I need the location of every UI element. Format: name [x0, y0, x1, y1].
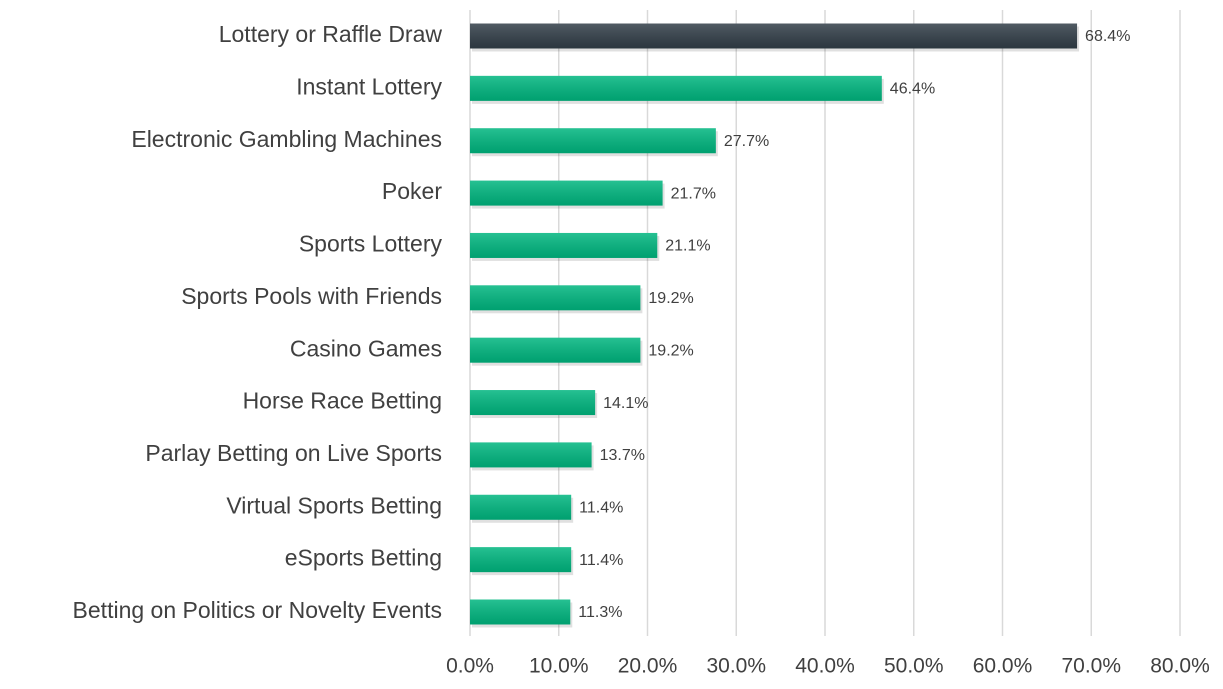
x-tick-label: 10.0% — [529, 655, 589, 678]
x-tick-label: 60.0% — [973, 655, 1033, 678]
data-label: 68.4% — [1085, 28, 1130, 45]
x-tick-label: 80.0% — [1150, 655, 1210, 678]
bar-shade — [470, 442, 592, 468]
data-label: 11.4% — [579, 499, 623, 516]
data-label: 21.7% — [671, 185, 716, 202]
data-label: 14.1% — [603, 395, 648, 412]
y-tick-label: Horse Race Betting — [243, 388, 442, 414]
y-tick-label: Sports Lottery — [299, 231, 443, 257]
y-tick-label: Sports Pools with Friends — [181, 283, 442, 309]
data-label: 27.7% — [724, 133, 769, 150]
y-tick-label: Parlay Betting on Live Sports — [145, 440, 442, 466]
x-tick-label: 0.0% — [446, 655, 494, 678]
bar-shade — [470, 494, 572, 520]
y-tick-label: Virtual Sports Betting — [226, 492, 442, 518]
y-tick-label: Poker — [382, 178, 442, 204]
data-label: 21.1% — [665, 238, 710, 255]
x-tick-label: 40.0% — [795, 655, 855, 678]
y-tick-label: Betting on Politics or Novelty Events — [73, 597, 442, 623]
x-tick-label: 50.0% — [884, 655, 944, 678]
bar-shade — [470, 23, 1078, 49]
data-label: 11.3% — [578, 604, 622, 621]
y-tick-label: Lottery or Raffle Draw — [219, 21, 443, 47]
x-tick-label: 30.0% — [706, 655, 766, 678]
y-tick-label: Electronic Gambling Machines — [131, 126, 442, 152]
y-tick-label: Casino Games — [290, 335, 442, 361]
bar-shade — [470, 337, 641, 363]
y-tick-label: Instant Lottery — [296, 73, 442, 99]
data-label: 11.4% — [579, 552, 623, 569]
bar-shade — [470, 180, 663, 206]
data-label: 19.2% — [648, 290, 693, 307]
bar-shade — [470, 285, 641, 311]
bar-shade — [470, 75, 882, 101]
data-label: 13.7% — [600, 447, 645, 464]
y-tick-label: eSports Betting — [285, 545, 442, 571]
bar-shade — [470, 128, 716, 154]
data-label: 19.2% — [648, 342, 693, 359]
x-tick-label: 70.0% — [1061, 655, 1121, 678]
bar-shade — [470, 390, 596, 416]
bar-shade — [470, 547, 572, 573]
x-tick-label: 20.0% — [618, 655, 678, 678]
bar-shade — [470, 232, 658, 258]
bar-shade — [470, 599, 571, 625]
data-label: 46.4% — [890, 81, 935, 98]
